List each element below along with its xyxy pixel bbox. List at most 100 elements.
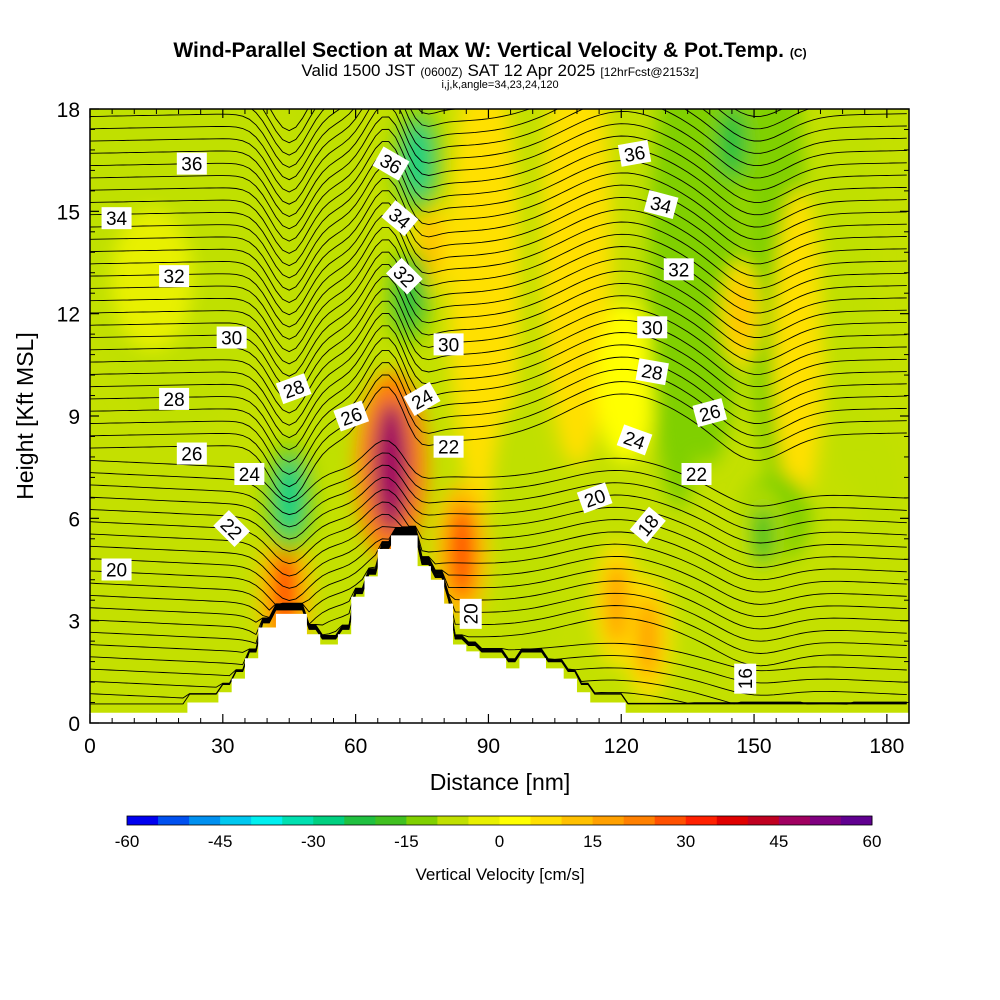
theta-line-32 [90, 251, 907, 365]
y-tick-label-6: 6 [68, 508, 80, 531]
theta-line-38 [90, 177, 907, 291]
theta-label-2: 32 [159, 265, 190, 288]
theta-label-box [381, 200, 419, 237]
theta-label-text: 36 [181, 155, 202, 176]
colorbar-swatch-18 [685, 816, 718, 825]
theta-label-box [734, 663, 757, 694]
theta-label-box [234, 462, 265, 485]
chart-title: Wind-Parallel Section at Max W: Vertical… [173, 39, 806, 62]
theta-line-34 [90, 227, 907, 340]
colorbar-tick-label-60: 60 [863, 832, 882, 851]
colorbar-swatch-17 [654, 816, 687, 825]
colorbar-swatch-19 [716, 816, 749, 825]
theta-label-9: 28 [275, 373, 312, 405]
theta-label-box [101, 207, 132, 230]
theta-label-text: 34 [106, 209, 128, 230]
theta-label-text: 22 [686, 465, 707, 486]
downdraft-core-0 [274, 459, 304, 537]
colorbar-swatch-23 [840, 816, 873, 825]
updraft-core-3 [605, 561, 629, 646]
theta-label-0: 36 [176, 152, 207, 176]
theta-label-box [635, 358, 669, 386]
theta-line-36 [90, 202, 907, 316]
theta-label-28: 16 [734, 663, 757, 694]
theta-line-49 [251, 109, 783, 156]
x-tick-label-150: 150 [737, 735, 772, 758]
theta-label-box [213, 510, 251, 547]
velocity-band-14 [517, 543, 558, 664]
theta-line-0 [90, 534, 907, 705]
theta-label-text: 20 [462, 603, 483, 624]
theta-label-box [616, 424, 653, 456]
colorbar-tick-label--45: -45 [208, 832, 233, 851]
colorbar-tick-label-30: 30 [676, 832, 695, 851]
terrain-mask [90, 535, 909, 723]
theta-label-text: 30 [642, 318, 663, 339]
theta-line-35 [90, 214, 907, 328]
x-tick-label-120: 120 [604, 735, 639, 758]
theta-label-text: 28 [640, 361, 664, 385]
theta-label-box [629, 506, 666, 544]
theta-line-48 [90, 109, 811, 168]
theta-line-3 [90, 533, 907, 705]
theta-line-22 [90, 374, 907, 488]
theta-line-45 [90, 109, 907, 205]
theta-label-box [692, 398, 728, 428]
y-axis-title: Height [Kft MSL] [12, 332, 38, 499]
colorbar-title: Vertical Velocity [cm/s] [415, 865, 584, 884]
colorbar-tick-label-15: 15 [583, 832, 602, 851]
theta-line-19 [90, 452, 907, 519]
theta-line-10 [90, 528, 907, 630]
colorbar-swatch-15 [592, 816, 625, 825]
theta-label-box [176, 152, 207, 175]
colorbar-tick-label--30: -30 [301, 832, 326, 851]
theta-label-19: 34 [643, 190, 679, 220]
y-tick-label-0: 0 [68, 713, 80, 736]
theta-label-23: 26 [692, 398, 728, 428]
theta-label-box [663, 258, 694, 281]
theta-label-box [403, 381, 441, 416]
updraft-core-6 [730, 276, 751, 351]
theta-label-20: 32 [663, 258, 694, 281]
theta-label-box [637, 316, 668, 339]
colorbar-swatch-9 [406, 816, 438, 825]
theta-line-41 [90, 141, 907, 254]
theta-label-25: 22 [681, 462, 712, 486]
colorbar-tick-label-0: 0 [495, 832, 504, 851]
theta-line-9 [90, 529, 907, 642]
theta-line-20 [90, 440, 907, 507]
theta-label-21: 30 [637, 316, 668, 339]
colorbar-swatch-2 [189, 816, 221, 825]
theta-line-47 [90, 109, 907, 181]
y-tick-label-15: 15 [57, 201, 80, 224]
theta-line-33 [90, 239, 907, 353]
theta-line-18 [90, 464, 907, 532]
theta-line-40 [90, 153, 907, 267]
theta-line-44 [90, 109, 907, 218]
velocity-band-3 [449, 109, 519, 510]
theta-label-16: 22 [433, 435, 464, 459]
chart-indices: i,j,k,angle=34,23,24,120 [441, 79, 558, 91]
theta-line-11 [90, 528, 907, 618]
theta-label-text: 36 [623, 143, 647, 167]
updraft-core-1 [448, 504, 476, 601]
theta-line-5 [90, 531, 907, 684]
x-tick-label-30: 30 [211, 735, 234, 758]
theta-line-28 [90, 300, 907, 414]
theta-label-box [459, 598, 482, 629]
theta-label-box [101, 558, 132, 581]
colorbar-tick-label--60: -60 [115, 832, 140, 851]
colorbar-swatch-11 [468, 816, 500, 825]
colorbar-swatch-21 [778, 816, 811, 825]
theta-line-17 [90, 476, 907, 544]
theta-label-box [433, 333, 464, 356]
y-tick-label-12: 12 [57, 304, 80, 327]
theta-label-box [333, 400, 370, 432]
colorbar-swatch-14 [561, 816, 594, 825]
y-tick-label-3: 3 [68, 611, 80, 634]
theta-label-22: 28 [635, 358, 669, 386]
theta-label-text: 32 [668, 260, 689, 281]
colorbar-swatch-0 [127, 816, 159, 825]
